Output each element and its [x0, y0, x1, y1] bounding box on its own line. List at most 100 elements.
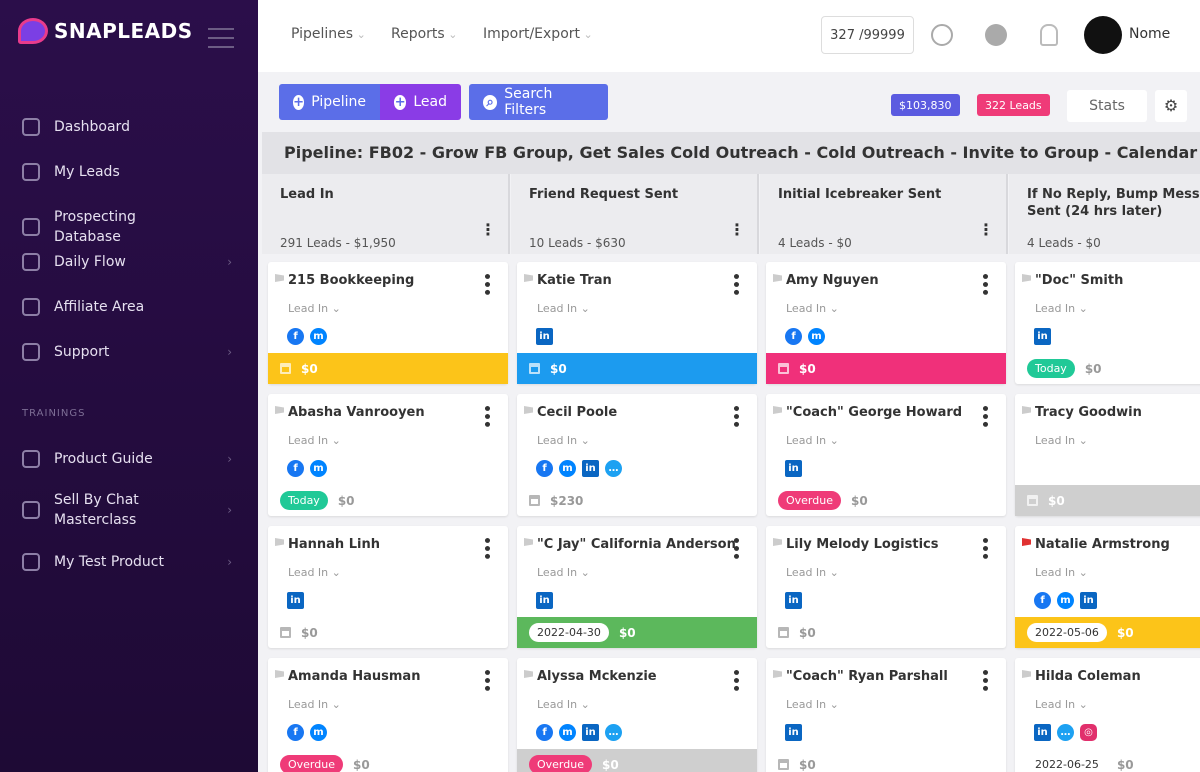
lead-name[interactable]: Cecil Poole — [537, 405, 618, 420]
menu-toggle[interactable] — [208, 28, 234, 55]
lead-name[interactable]: Abasha Vanrooyen — [288, 405, 425, 420]
calendar-icon[interactable] — [529, 495, 540, 506]
lead-card[interactable]: Hilda Coleman•••Lead Inin…◎2022-06-25$0 — [1015, 658, 1200, 772]
nav-item[interactable]: Prospecting Database — [22, 207, 232, 247]
stage-select[interactable]: Lead In — [786, 698, 839, 711]
column-menu[interactable]: ⋮ — [480, 220, 496, 239]
lead-name[interactable]: "C Jay" California Anderson — [537, 537, 736, 552]
stage-select[interactable]: Lead In — [288, 302, 341, 315]
column-menu[interactable]: ⋮ — [978, 220, 994, 239]
user-name[interactable]: Nome — [1129, 26, 1171, 42]
lead-card[interactable]: Amanda Hausman ••• Lead In fm Overdue $0 — [268, 658, 508, 772]
messenger-icon[interactable]: m — [808, 328, 825, 345]
stage-select[interactable]: Lead In — [786, 434, 839, 447]
linkedin-icon[interactable]: in — [582, 724, 599, 741]
lead-card[interactable]: "Coach" Ryan Parshall ••• Lead In in $0 — [766, 658, 1006, 772]
card-menu[interactable]: ••• — [727, 536, 743, 560]
flag[interactable] — [524, 670, 533, 678]
lead-card[interactable]: Natalie Armstrong•••Lead Infmin2022-05-0… — [1015, 526, 1200, 648]
lead-name[interactable]: Alyssa Mckenzie — [537, 669, 657, 684]
calendar-icon[interactable] — [778, 627, 789, 638]
lead-card[interactable]: Lily Melody Logistics ••• Lead In in $0 — [766, 526, 1006, 648]
card-menu[interactable]: ••• — [478, 404, 494, 428]
linkedin-icon[interactable]: in — [582, 460, 599, 477]
flag[interactable] — [773, 670, 782, 678]
facebook-icon[interactable]: f — [1034, 592, 1051, 609]
top-menu-item[interactable]: Pipelines — [291, 26, 366, 42]
lead-card[interactable]: "C Jay" California Anderson••• Lead In in 2… — [517, 526, 757, 648]
facebook-icon[interactable]: f — [536, 724, 553, 741]
linkedin-icon[interactable]: in — [1034, 328, 1051, 345]
card-menu[interactable]: ••• — [478, 536, 494, 560]
lead-card[interactable]: "Doc" Smith•••Lead IninToday$0 — [1015, 262, 1200, 384]
stage-select[interactable]: Lead In — [1035, 302, 1088, 315]
lead-name[interactable]: Lily Melody Logistics — [786, 537, 939, 552]
calendar-icon[interactable] — [280, 363, 291, 374]
lead-card[interactable]: Abasha Vanrooyen ••• Lead In fm Today $0 — [268, 394, 508, 516]
card-menu[interactable]: ••• — [478, 272, 494, 296]
messenger-icon[interactable]: m — [310, 460, 327, 477]
flag[interactable] — [773, 406, 782, 414]
lead-name[interactable]: Hannah Linh — [288, 537, 380, 552]
flag[interactable] — [524, 274, 533, 282]
lead-card[interactable]: Tracy Goodwin•••Lead In$0 — [1015, 394, 1200, 516]
calendar-icon[interactable] — [280, 627, 291, 638]
lead-card[interactable]: Amy Nguyen ••• Lead In fm $0 — [766, 262, 1006, 384]
search-icon[interactable] — [931, 24, 953, 46]
lead-name[interactable]: Katie Tran — [537, 273, 612, 288]
lead-name[interactable]: Amanda Hausman — [288, 669, 421, 684]
stage-select[interactable]: Lead In — [1035, 434, 1088, 447]
linkedin-icon[interactable]: in — [536, 328, 553, 345]
stage-select[interactable]: Lead In — [537, 698, 590, 711]
stage-select[interactable]: Lead In — [288, 698, 341, 711]
linkedin-icon[interactable]: in — [785, 592, 802, 609]
card-menu[interactable]: ••• — [976, 668, 992, 692]
nav-item[interactable]: Product Guide › — [22, 449, 232, 469]
flag[interactable] — [524, 538, 533, 546]
facebook-icon[interactable]: f — [536, 460, 553, 477]
calendar-icon[interactable] — [778, 759, 789, 770]
logo[interactable]: SNAPLEADS — [18, 18, 193, 44]
linkedin-icon[interactable]: in — [1080, 592, 1097, 609]
nav-item[interactable]: My Test Product › — [22, 552, 232, 572]
nav-item[interactable]: Support › — [22, 342, 232, 362]
card-menu[interactable]: ••• — [727, 668, 743, 692]
settings-button[interactable]: ⚙ — [1155, 90, 1187, 122]
top-menu-item[interactable]: Reports — [391, 26, 457, 42]
nav-item[interactable]: Sell By Chat Masterclass › — [22, 490, 232, 530]
messenger-icon[interactable]: m — [310, 328, 327, 345]
facebook-icon[interactable]: f — [287, 724, 304, 741]
lead-card[interactable]: "Coach" George Howard ••• Lead In in Overdue… — [766, 394, 1006, 516]
lead-name[interactable]: Hilda Coleman — [1035, 669, 1141, 684]
lead-card[interactable]: Katie Tran ••• Lead In in $0 — [517, 262, 757, 384]
nav-item[interactable]: Daily Flow › — [22, 252, 232, 272]
stage-select[interactable]: Lead In — [537, 302, 590, 315]
messenger-icon[interactable]: m — [310, 724, 327, 741]
nav-item[interactable]: My Leads — [22, 162, 232, 182]
toolbar-button[interactable]: + Pipeline — [279, 84, 380, 120]
messenger-icon[interactable]: m — [559, 460, 576, 477]
facebook-icon[interactable]: f — [287, 460, 304, 477]
nav-item[interactable]: Dashboard — [22, 117, 232, 137]
messenger-icon[interactable]: m — [559, 724, 576, 741]
flag[interactable] — [1022, 670, 1031, 678]
lead-name[interactable]: "Coach" Ryan Parshall — [786, 669, 948, 684]
chat-icon[interactable]: … — [1057, 724, 1074, 741]
flag[interactable] — [524, 406, 533, 414]
toolbar-button[interactable]: + Lead — [380, 84, 461, 120]
linkedin-icon[interactable]: in — [536, 592, 553, 609]
lead-name[interactable]: "Coach" George Howard — [786, 405, 963, 420]
card-menu[interactable]: ••• — [478, 668, 494, 692]
stats-button[interactable]: Stats — [1067, 90, 1147, 122]
lead-name[interactable]: Amy Nguyen — [786, 273, 879, 288]
lead-name[interactable]: Natalie Armstrong — [1035, 537, 1170, 552]
notification-icon[interactable] — [1040, 24, 1058, 46]
nav-item[interactable]: Affiliate Area — [22, 297, 232, 317]
instagram-icon[interactable]: ◎ — [1080, 724, 1097, 741]
stage-select[interactable]: Lead In — [537, 566, 590, 579]
stage-select[interactable]: Lead In — [786, 302, 839, 315]
flag[interactable] — [275, 406, 284, 414]
lead-name[interactable]: 215 Bookkeeping — [288, 273, 415, 288]
